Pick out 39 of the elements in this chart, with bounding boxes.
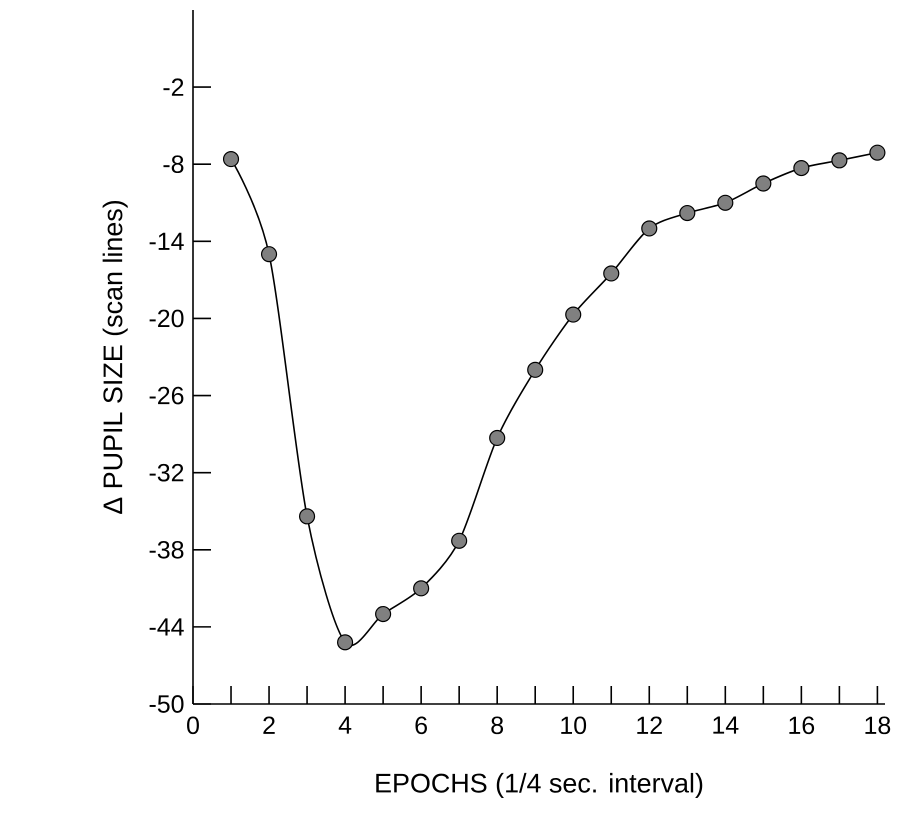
point bbox=[413, 580, 430, 596]
point bbox=[375, 606, 392, 622]
x-tick-label: 16 bbox=[789, 716, 814, 734]
point bbox=[869, 144, 886, 161]
point bbox=[641, 220, 658, 237]
point bbox=[603, 265, 620, 282]
x-tick-label: 14 bbox=[713, 716, 738, 734]
point bbox=[337, 634, 354, 650]
x-tick-label: 10 bbox=[561, 716, 586, 734]
point bbox=[299, 508, 316, 524]
point bbox=[717, 194, 734, 211]
point bbox=[565, 306, 582, 323]
y-tick-label: -32 bbox=[150, 464, 184, 482]
y-tick-label: -8 bbox=[163, 155, 184, 174]
point bbox=[793, 160, 810, 176]
point bbox=[755, 175, 772, 192]
point bbox=[260, 246, 278, 262]
x-tick-label: 0 bbox=[187, 716, 199, 734]
point bbox=[527, 362, 544, 378]
x-tick-label: 6 bbox=[415, 716, 427, 734]
point bbox=[451, 532, 468, 549]
x-tick-label: 18 bbox=[865, 716, 890, 734]
x-tick-label: 2 bbox=[263, 716, 275, 734]
y-tick-label: -2 bbox=[163, 78, 184, 96]
point bbox=[489, 430, 506, 446]
x-tick-label: 4 bbox=[338, 716, 352, 734]
y-tick-label: -26 bbox=[150, 386, 184, 404]
y-tick-label: -38 bbox=[150, 540, 184, 559]
y-tick-label: -50 bbox=[150, 695, 184, 713]
y-tick-label: -20 bbox=[150, 310, 184, 328]
point bbox=[222, 151, 240, 168]
y-tick-label: -44 bbox=[150, 618, 184, 636]
y-tick-label: -14 bbox=[150, 232, 184, 250]
point bbox=[831, 152, 848, 168]
x-axis-title: EPOCHS (1/4 sec. interval) bbox=[376, 772, 702, 798]
point bbox=[679, 204, 696, 222]
x-tick-label: 8 bbox=[491, 716, 504, 734]
y-axis-title: Δ PUPIL SIZE (scan lines) bbox=[102, 200, 128, 514]
x-tick-label: 12 bbox=[637, 716, 662, 734]
